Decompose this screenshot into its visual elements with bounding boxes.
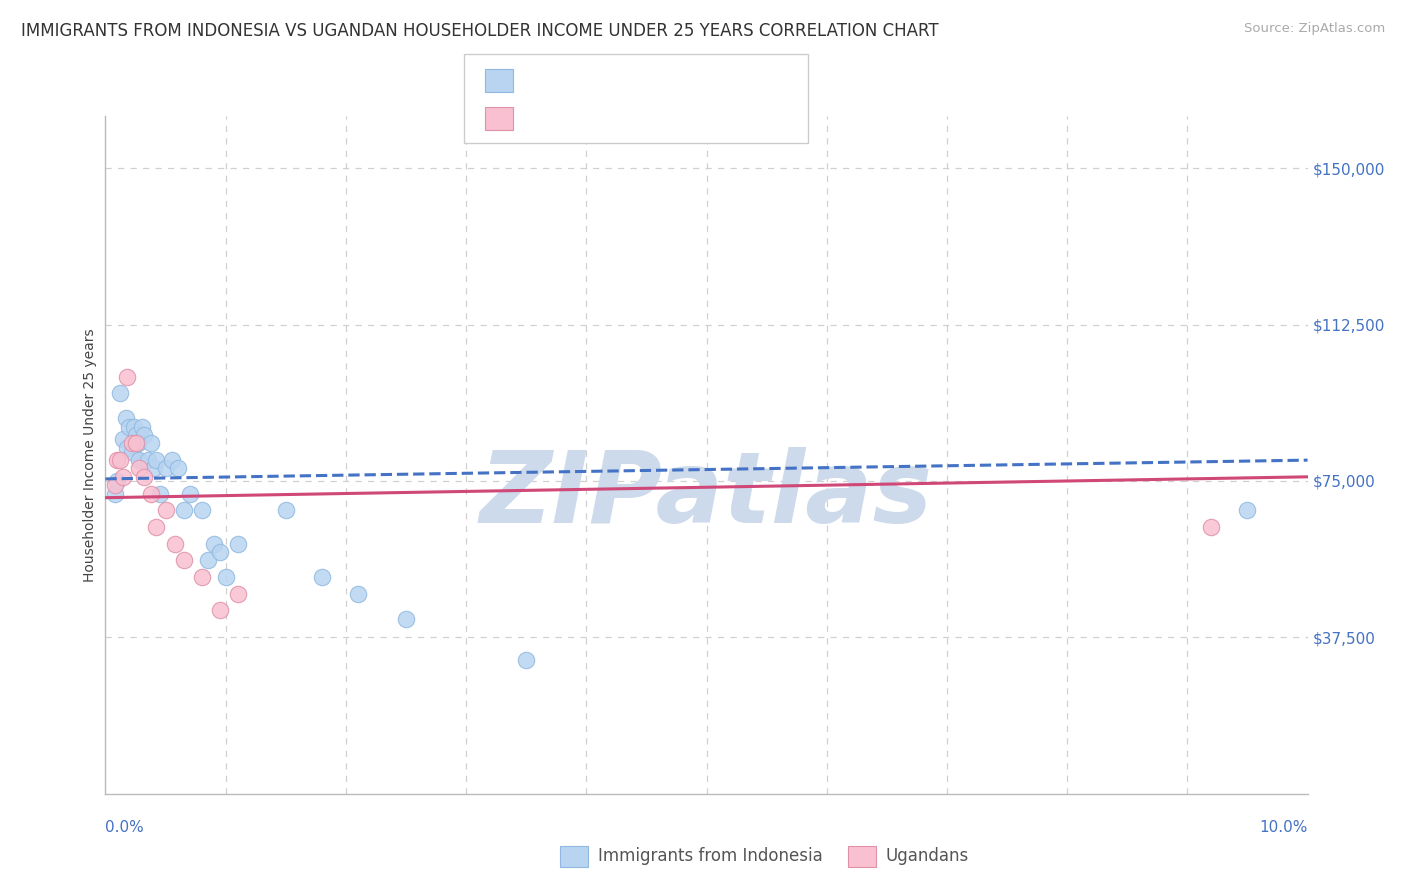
Point (274, 503, 297, 517)
Point (136, 453, 159, 467)
Point (132, 428, 155, 442)
Point (132, 470, 155, 484)
Point (128, 461, 150, 475)
Point (145, 453, 167, 467)
Point (226, 587, 249, 601)
Point (173, 553, 195, 567)
Point (160, 453, 183, 467)
Text: Source: ZipAtlas.com: Source: ZipAtlas.com (1244, 22, 1385, 36)
Point (515, 653, 537, 667)
Point (115, 369, 138, 384)
Point (121, 436, 143, 450)
Point (155, 461, 177, 475)
Point (115, 411, 138, 425)
Text: 0.0%: 0.0% (105, 821, 145, 835)
Point (173, 503, 195, 517)
Text: ZIPatlas: ZIPatlas (479, 447, 934, 544)
Point (104, 486, 127, 500)
Point (124, 419, 146, 434)
Text: R = 0.082   N = 18: R = 0.082 N = 18 (527, 109, 685, 128)
Point (208, 545, 231, 559)
Point (104, 478, 127, 492)
Point (124, 428, 146, 442)
Point (112, 432, 135, 446)
Point (112, 470, 135, 484)
Point (311, 570, 333, 584)
Text: R = 0.027   N = 36: R = 0.027 N = 36 (527, 71, 685, 89)
Point (202, 536, 225, 550)
Point (124, 436, 146, 450)
Point (148, 486, 170, 500)
Point (139, 486, 162, 500)
Point (121, 444, 143, 458)
Point (347, 587, 370, 601)
Point (127, 436, 149, 450)
Point (190, 503, 212, 517)
Point (395, 612, 418, 626)
Point (139, 436, 162, 450)
Text: 10.0%: 10.0% (1260, 821, 1308, 835)
Point (1201, 520, 1223, 534)
Point (166, 461, 188, 475)
Y-axis label: Householder Income Under 25 years: Householder Income Under 25 years (83, 328, 97, 582)
Point (214, 570, 236, 584)
Point (179, 486, 201, 500)
Point (128, 453, 150, 467)
Point (108, 453, 131, 467)
Text: IMMIGRANTS FROM INDONESIA VS UGANDAN HOUSEHOLDER INCOME UNDER 25 YEARS CORRELATI: IMMIGRANTS FROM INDONESIA VS UGANDAN HOU… (21, 22, 939, 40)
Point (1236, 503, 1258, 517)
Point (107, 474, 129, 488)
Point (115, 441, 138, 455)
Point (226, 536, 249, 550)
Point (118, 419, 141, 434)
Point (190, 570, 212, 584)
Text: Immigrants from Indonesia: Immigrants from Indonesia (598, 847, 823, 865)
Point (107, 453, 129, 467)
Point (197, 553, 219, 567)
Point (131, 419, 153, 434)
Point (142, 461, 165, 475)
Point (208, 603, 231, 617)
Text: Ugandans: Ugandans (886, 847, 969, 865)
Point (165, 536, 187, 550)
Point (155, 503, 177, 517)
Point (108, 386, 131, 401)
Point (145, 520, 167, 534)
